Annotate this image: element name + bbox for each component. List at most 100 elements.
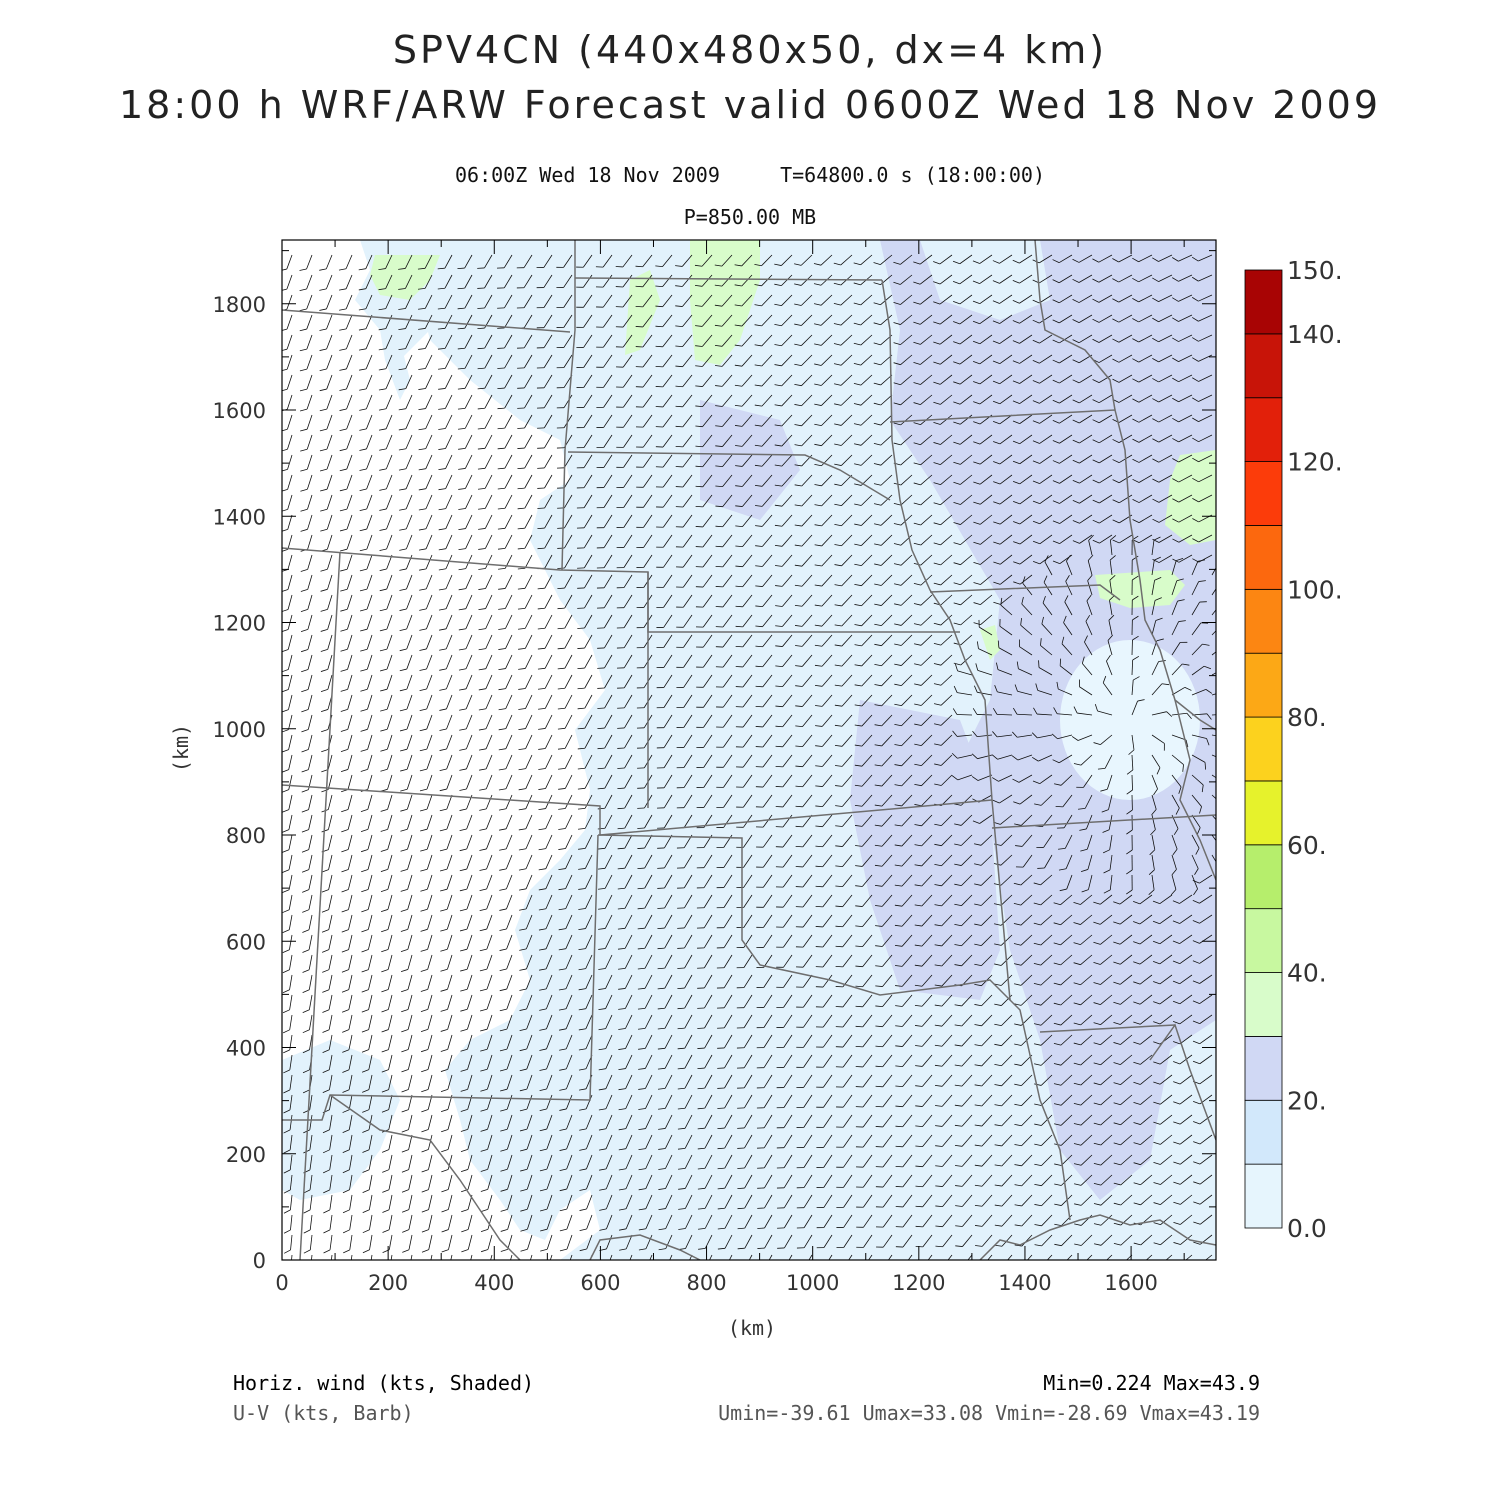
barb-staff: [1198, 474, 1213, 483]
wind-barb: [972, 314, 993, 325]
barb-staff: [1059, 434, 1073, 444]
barb-flag: [1112, 479, 1120, 484]
barb-staff: [721, 294, 733, 307]
barb-staff: [583, 454, 593, 468]
wind-barb: [496, 254, 513, 269]
barb-flag: [319, 448, 328, 452]
barb-staff: [880, 414, 893, 426]
barb-flag: [398, 368, 406, 371]
barb-staff: [326, 314, 333, 330]
barb-flag: [616, 406, 624, 408]
barb-flag: [595, 266, 604, 268]
barb-flag: [1216, 847, 1223, 854]
wind-barb: [418, 474, 433, 491]
barb-staff: [761, 454, 773, 467]
barb-staff: [761, 434, 773, 447]
wind-barb: [933, 374, 953, 385]
barb-staff: [543, 334, 553, 348]
barb-staff: [286, 354, 293, 370]
barb-flag: [636, 466, 644, 468]
barb-flag: [299, 368, 308, 372]
wind-barb: [517, 454, 533, 470]
wind-barb: [734, 394, 753, 407]
barb-flag: [893, 402, 901, 406]
wind-barb: [694, 274, 713, 287]
barb-staff: [1098, 354, 1113, 363]
barb-flag: [398, 428, 406, 431]
barb-flag: [339, 348, 347, 351]
barb-flag: [1032, 319, 1040, 324]
barb-staff: [365, 294, 373, 309]
barb-flag: [1052, 259, 1060, 264]
barb-staff: [959, 294, 973, 305]
barb-flag: [893, 362, 901, 366]
wind-barb: [1192, 294, 1213, 302]
barb-staff: [623, 394, 633, 408]
barb-flag: [1112, 378, 1120, 383]
barb-flag: [873, 463, 882, 466]
barb-flag: [1152, 378, 1159, 383]
barb-flag: [655, 265, 663, 268]
wind-band-30-40: [980, 625, 1000, 660]
barb-staff: [979, 294, 993, 304]
barb-staff: [960, 454, 973, 465]
barb-flag: [536, 287, 544, 289]
barb-flag: [1012, 259, 1020, 264]
barb-staff: [662, 354, 673, 368]
barb-flag: [1132, 338, 1139, 343]
barb-flag: [675, 325, 683, 327]
barb-flag: [418, 488, 426, 491]
wind-barb: [953, 374, 973, 385]
barb-staff: [1118, 394, 1133, 403]
barb-flag: [299, 268, 307, 271]
barb-flag: [319, 328, 327, 331]
wind-barb: [516, 294, 533, 309]
wind-barb: [675, 454, 693, 468]
barb-flag: [694, 285, 703, 287]
barb-flag: [834, 423, 842, 426]
wind-barb: [1072, 454, 1093, 464]
barb-flag: [437, 307, 446, 310]
barb-flag: [556, 467, 565, 469]
barb-staff: [583, 314, 593, 328]
wind-barb: [952, 274, 973, 285]
barb-flag: [913, 341, 921, 345]
barb-staff: [504, 414, 513, 429]
barb-flag: [1012, 340, 1020, 344]
wind-barb: [913, 334, 933, 345]
barb-staff: [385, 374, 393, 389]
barb-flag: [853, 443, 862, 446]
barb-staff: [781, 334, 793, 347]
barb-flag: [774, 344, 782, 347]
wind-barb: [457, 334, 473, 350]
barb-flag: [1032, 360, 1040, 364]
barb-staff: [801, 354, 813, 366]
barb-staff: [523, 294, 533, 308]
barb-staff: [326, 454, 333, 470]
barb-staff: [386, 474, 393, 490]
barb-staff: [366, 474, 373, 490]
barb-staff: [662, 474, 673, 488]
barb-flag: [398, 348, 406, 351]
barb-flag: [576, 286, 584, 288]
wind-barb: [457, 294, 473, 310]
wind-barb: [933, 354, 953, 365]
barb-staff: [702, 334, 713, 347]
barb-staff: [504, 434, 513, 449]
barb-flag: [695, 405, 703, 408]
barb-staff: [325, 254, 333, 270]
barb-flag: [853, 322, 861, 326]
barb-staff: [306, 394, 313, 410]
wind-barb: [319, 294, 333, 311]
wind-barb: [675, 274, 693, 287]
barb-staff: [940, 374, 953, 385]
barb-staff: [919, 254, 933, 265]
barb-staff: [1039, 374, 1053, 384]
barb-staff: [602, 294, 613, 308]
wind-barb: [458, 434, 473, 450]
barb-flag: [1072, 379, 1080, 384]
barb-flag: [873, 402, 881, 406]
barb-flag: [418, 308, 426, 310]
barb-flag: [853, 423, 862, 426]
wind-barb: [992, 374, 1013, 385]
